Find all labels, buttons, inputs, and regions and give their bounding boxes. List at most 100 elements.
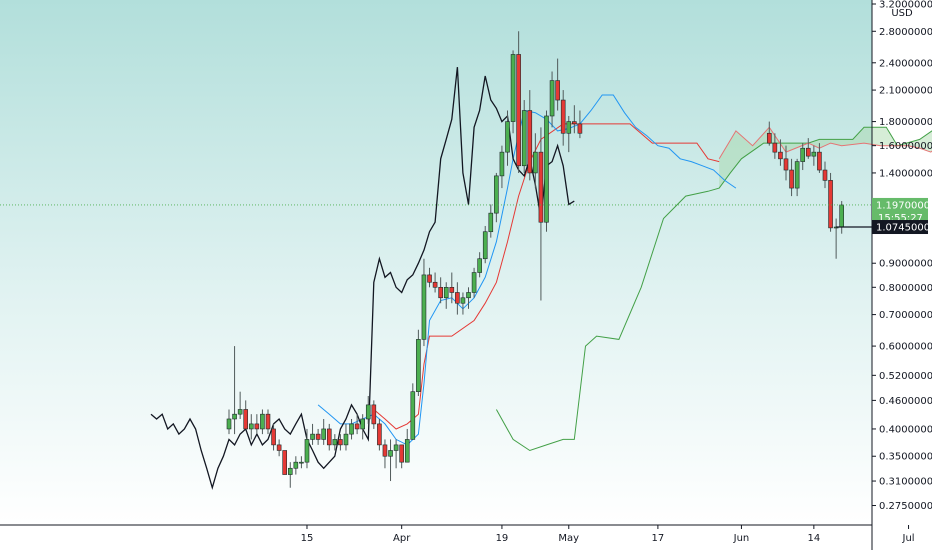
candle-body-up [494,175,499,214]
candle [443,282,449,309]
candle-body-down [527,110,533,174]
candle [293,456,299,475]
candle-body-up [466,292,471,299]
candle [410,383,416,440]
candle [460,292,466,315]
marked-price-tag: 1.07450000 [872,220,932,235]
date-tick-label: Apr [393,533,411,544]
candle [343,423,349,451]
candle-body-up [488,212,494,233]
candle-body-down [449,287,455,293]
candle [449,272,455,304]
candle [789,158,794,197]
candle [254,414,260,435]
candle-body-up [237,409,243,415]
candle [778,139,783,166]
candle-body-down [555,80,560,101]
candle [310,423,315,445]
candle [260,409,265,435]
candle [393,439,399,469]
candle-body-up [794,161,800,189]
candle-body-down [427,274,432,283]
candle-body-down [455,292,460,304]
price-lines [0,204,872,228]
candle [432,272,438,293]
ichimoku-cloud [719,127,932,189]
candle [404,428,410,463]
candle [510,50,516,134]
candle [494,172,499,223]
candle-body-down [338,439,343,446]
candle-body-down [560,99,566,134]
candle [326,423,332,451]
candle [527,90,533,181]
date-tick-label: 14 [807,533,820,544]
candle-body-up [566,121,572,134]
candle-body-down [577,123,583,134]
candle [566,115,572,153]
time-axis[interactable]: 15 Apr 19 May 17 Jun 14 Jul [301,525,915,544]
candle-body-up [365,404,371,420]
candle [811,145,817,166]
candle [265,409,271,435]
candle [271,423,276,451]
candle [499,145,505,189]
candle [299,456,304,469]
candle [766,121,772,146]
candle-body-up [499,151,505,177]
candle-body-down [377,423,382,446]
candlestick-series [226,31,845,488]
candle-body-up [232,413,237,420]
candle [427,267,432,288]
candle [338,434,343,451]
senkou-span-b-line [495,126,932,452]
date-tick-label: 15 [301,533,314,544]
candle [399,444,404,469]
candle [521,100,527,173]
candle-body-down [282,450,288,475]
candle [516,31,521,173]
candle-body-up [304,439,310,463]
candle [482,225,488,264]
candle-body-down [276,444,282,451]
candle-body-up [521,110,527,167]
candle-body-up [404,439,410,463]
candle-body-up [416,339,421,392]
candle [817,143,822,173]
candle-body-up [321,428,326,440]
candle-body-down [354,423,360,430]
candle [794,158,800,197]
candle [365,395,371,424]
date-tick-label: Jul [902,533,915,544]
candle-body-up [839,204,845,228]
candle-body-down [805,147,811,157]
candle-body-down [516,54,521,167]
candle [388,439,393,482]
candle [533,133,538,189]
candle [555,58,560,111]
candle [477,252,482,278]
candle-body-down [265,413,271,430]
candle [276,439,282,457]
candle-body-down [572,121,577,125]
date-tick-label: 17 [652,533,665,544]
candle [421,258,427,347]
cloud-fill [719,127,932,189]
plot-background [0,0,872,525]
candle-body-down [822,169,828,181]
candle [466,287,471,309]
candle [828,172,833,232]
candle-body-up [471,272,477,293]
candle-body-up [293,461,299,469]
candle [549,71,555,128]
candle-body-up [388,450,393,457]
candle-body-up [299,461,304,464]
candle-body-up [421,274,427,340]
